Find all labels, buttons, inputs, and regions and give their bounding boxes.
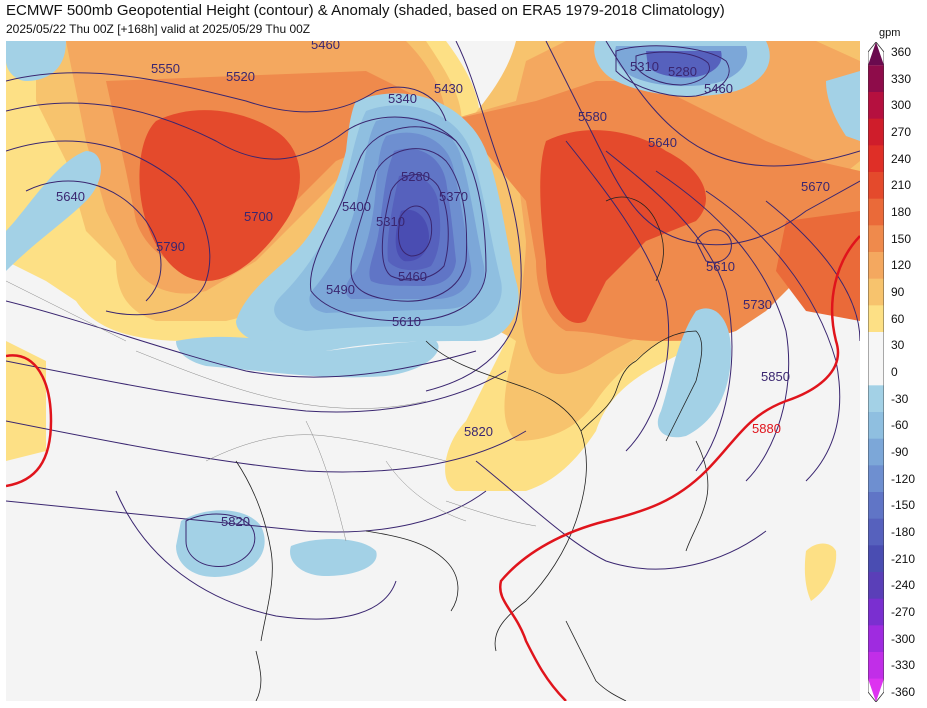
contour-label: 5820 (221, 514, 250, 529)
contour-label-5880: 5880 (752, 421, 781, 436)
colorbar-tick-label: -300 (891, 631, 916, 646)
colorbar-tick-label: -150 (891, 498, 916, 513)
colorbar-swatch (868, 225, 884, 253)
contour-label: 5520 (226, 69, 255, 84)
colorbar-swatch (868, 518, 884, 546)
contour-label: 5730 (743, 297, 772, 312)
anomaly-map: 5550 5520 5460 5430 5340 5310 5280 5460 … (6, 41, 860, 701)
colorbar-tick-label: -120 (891, 471, 916, 486)
contour-label: 5310 (630, 59, 659, 74)
colorbar (868, 42, 884, 702)
contour-label: 5700 (244, 209, 273, 224)
colorbar-tick-label: 240 (891, 151, 912, 166)
colorbar-tick-label: 300 (891, 98, 912, 113)
colorbar-tick-label: -180 (891, 525, 916, 539)
height-contours (6, 41, 860, 620)
colorbar-swatch (868, 145, 884, 173)
colorbar-swatch (868, 438, 884, 466)
colorbar-swatch (868, 358, 884, 386)
colorbar-swatch (868, 118, 884, 146)
colorbar-swatch (868, 65, 884, 93)
colorbar-tick-label: 360 (891, 45, 912, 59)
colorbar-tick-label: -60 (891, 418, 909, 433)
colorbar-swatch (868, 385, 884, 413)
colorbar-tick-label: -270 (891, 605, 916, 619)
colorbar-tick-label: 210 (891, 178, 912, 193)
chart-subtitle: 2025/05/22 Thu 00Z [+168h] valid at 2025… (6, 22, 311, 36)
colorbar-swatch (868, 198, 884, 226)
contour-label: 5610 (706, 259, 735, 274)
contour-label: 5640 (56, 189, 85, 204)
colorbar-tick-label: 330 (891, 71, 912, 86)
colorbar-swatch (868, 278, 884, 306)
contour-5880 (6, 235, 860, 701)
colorbar-swatch (868, 572, 884, 600)
contour-label: 5820 (464, 424, 493, 439)
contour-label: 5460 (311, 41, 340, 52)
colorbar-swatch (868, 172, 884, 200)
contour-label: 5850 (761, 369, 790, 384)
colorbar-swatch (868, 42, 884, 66)
colorbar-tick-label: -360 (891, 685, 916, 699)
contour-label: 5670 (801, 179, 830, 194)
colorbar-tick-label: 60 (891, 311, 905, 326)
colorbar-tick-label: 180 (891, 205, 912, 219)
map-panel: 5550 5520 5460 5430 5340 5310 5280 5460 … (6, 41, 860, 701)
colorbar-swatch (868, 92, 884, 120)
contour-label: 5400 (342, 199, 371, 214)
colorbar-swatch (868, 678, 884, 702)
contour-label: 5610 (392, 314, 421, 329)
contour-label: 5370 (439, 189, 468, 204)
colorbar-tick-label: 90 (891, 285, 905, 299)
contour-label: 5340 (388, 91, 417, 106)
contour-label: 5430 (434, 81, 463, 96)
contour-label: 5640 (648, 135, 677, 150)
colorbar-tick-label: -210 (891, 551, 916, 566)
colorbar-tick-label: -240 (891, 578, 916, 593)
colorbar-tick-label: -30 (891, 391, 909, 406)
colorbar-tick-label: 30 (891, 338, 905, 353)
contour-label: 5460 (704, 81, 733, 96)
colorbar-labels: 360 330 300 270 240 210 180 150 120 90 60 30 0 -30 -60… (891, 42, 925, 702)
contour-label: 5790 (156, 239, 185, 254)
colorbar-tick-label: 120 (891, 258, 912, 273)
contour-label: 5460 (398, 269, 427, 284)
contour-labels: 5550 5520 5460 5430 5340 5310 5280 5460 … (56, 41, 830, 529)
colorbar-swatch (868, 545, 884, 573)
chart-title: ECMWF 500mb Geopotential Height (contour… (6, 2, 725, 19)
colorbar-tick-label: 270 (891, 125, 912, 139)
colorbar-tick-label: -90 (891, 445, 909, 459)
contour-label: 5580 (578, 109, 607, 124)
colorbar-swatch (868, 332, 884, 360)
colorbar-swatch (868, 412, 884, 440)
colorbar-swatch (868, 598, 884, 626)
colorbar-swatch (868, 305, 884, 333)
colorbar-swatch (868, 465, 884, 493)
colorbar-swatch (868, 252, 884, 280)
colorbar-unit: gpm (879, 27, 901, 39)
contour-label: 5490 (326, 282, 355, 297)
colorbar-tick-label: 150 (891, 231, 912, 246)
colorbar-tick-label: 0 (891, 365, 898, 379)
contour-label: 5310 (376, 214, 405, 229)
contour-label: 5550 (151, 61, 180, 76)
colorbar-swatch (868, 492, 884, 520)
colorbar-swatch (868, 625, 884, 653)
contour-label: 5280 (668, 64, 697, 79)
colorbar-tick-label: -330 (891, 658, 916, 673)
admin-borders (6, 280, 537, 542)
colorbar-swatch (868, 652, 884, 680)
contour-label: 5280 (401, 169, 430, 184)
coastlines (235, 196, 709, 701)
